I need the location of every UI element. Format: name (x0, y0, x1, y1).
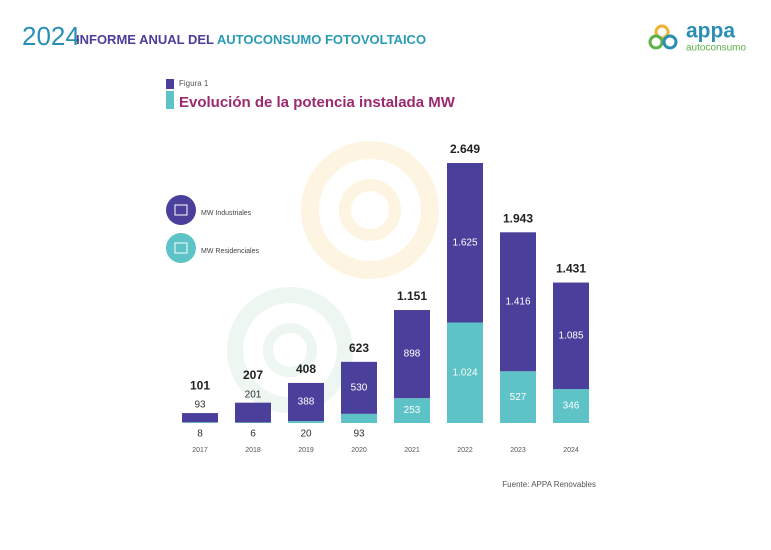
total-label: 408 (296, 362, 316, 376)
segment-label: 93 (353, 429, 365, 440)
source: Fuente: APPA Renovables (502, 480, 596, 489)
bar-segment (553, 389, 589, 423)
total-label: 1.431 (556, 262, 586, 276)
total-label: 2.649 (450, 142, 480, 156)
bar-segment (182, 422, 218, 423)
figure-marker (166, 91, 174, 109)
x-tick-label: 2020 (351, 447, 367, 454)
x-tick-label: 2024 (563, 447, 579, 454)
bar-segment (288, 421, 324, 423)
logo-text: appa (686, 20, 735, 43)
segment-label: 253 (404, 405, 421, 416)
logo-sub: autoconsumo (686, 43, 746, 54)
bar-segment (288, 382, 324, 422)
segment-label: 388 (298, 397, 315, 408)
segment-label: 93 (194, 400, 206, 411)
bar-segment (447, 322, 483, 423)
total-label: 101 (190, 378, 210, 392)
x-tick-label: 2017 (192, 447, 208, 454)
bar-segment (447, 163, 483, 323)
legend-glyph (174, 242, 188, 254)
total-label: 1.943 (503, 211, 533, 225)
bar-segment (394, 398, 430, 423)
total-label: 207 (243, 368, 263, 382)
figure-marker (166, 79, 174, 89)
bar-segment (182, 413, 218, 423)
header-title-2: AUTOCONSUMO FOTOVOLTAICO (217, 32, 426, 47)
total-label: 1.151 (397, 289, 427, 303)
segment-label: 1.024 (452, 367, 477, 378)
segment-label: 1.625 (452, 237, 477, 248)
bar-segment (341, 361, 377, 414)
total-label: 623 (349, 341, 369, 355)
header-year: 2024 (22, 21, 80, 51)
logo: appa autoconsumo (648, 20, 746, 54)
bar-segment (235, 422, 271, 423)
legend-glyph (174, 204, 188, 216)
segment-label: 898 (404, 349, 421, 360)
bar-segment (394, 310, 430, 399)
segment-label: 1.416 (505, 296, 530, 307)
header-title-1: INFORME ANUAL DEL (76, 32, 214, 47)
bar-segment (341, 413, 377, 423)
bar-segment (500, 371, 536, 423)
bar-segment (235, 402, 271, 423)
bar-segment (553, 282, 589, 390)
segment-label: 527 (510, 392, 527, 403)
segment-label: 6 (250, 429, 256, 440)
legend-label: MW Residenciales (201, 248, 259, 255)
legend-label: MW Industriales (201, 210, 252, 217)
chart-title: Evolución de la potencia instalada MW (179, 94, 456, 111)
figure-label: Figura 1 (179, 79, 209, 88)
legend-icon (166, 233, 196, 263)
x-tick-label: 2019 (298, 447, 314, 454)
segment-label: 8 (197, 429, 203, 440)
segment-label: 201 (245, 389, 262, 400)
segment-label: 1.085 (558, 330, 583, 341)
x-tick-label: 2021 (404, 447, 420, 454)
x-tick-label: 2018 (245, 447, 261, 454)
x-tick-label: 2023 (510, 447, 526, 454)
legend-icon (166, 195, 196, 225)
header-title: INFORME ANUAL DEL AUTOCONSUMO FOTOVOLTAI… (76, 32, 426, 47)
segment-label: 530 (351, 383, 368, 394)
x-tick-label: 2022 (457, 447, 473, 454)
bar-segment (500, 232, 536, 372)
segment-label: 346 (563, 401, 580, 412)
segment-label: 20 (300, 429, 312, 440)
